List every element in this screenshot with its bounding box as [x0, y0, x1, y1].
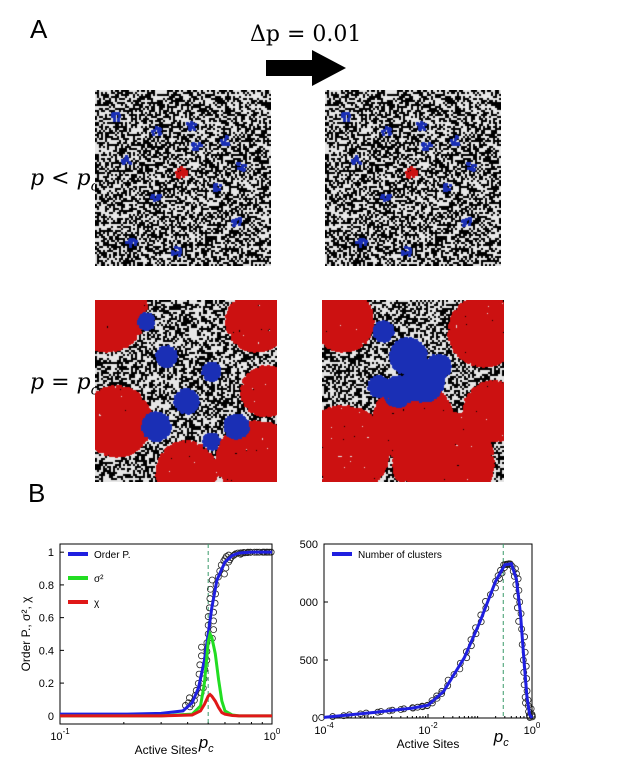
x-tick-label: 10-1 — [50, 727, 70, 743]
y-tick-label: 0 — [312, 713, 318, 725]
series-line-2 — [60, 692, 272, 718]
row-label-at-critical: p = pc — [30, 370, 98, 398]
x-tick-label: 10-2 — [418, 721, 438, 737]
y-tick-label: 1500 — [300, 539, 318, 551]
x-tick-exponent: -2 — [431, 721, 439, 730]
y-tick-label: 0 — [48, 711, 54, 723]
order-parameter-chart: 0 0.2 0.4 0.6 0.8 1 10-1 100 pc Order P. σ² χ Active… — [19, 543, 281, 757]
legend-entry: Order P. — [94, 550, 131, 561]
data-marker — [438, 690, 446, 698]
y-tick-label: 0.4 — [39, 645, 54, 657]
data-marker — [208, 576, 216, 584]
arrow-label: Δp = 0.01 — [250, 22, 362, 47]
panel-a-letter: A — [30, 14, 48, 44]
critical-marker-sub: c — [208, 743, 214, 755]
legend-entry: χ — [94, 598, 100, 609]
row-label-below-critical: p < pc — [30, 166, 98, 194]
lattice-below-critical-before — [95, 90, 271, 266]
x-tick-exponent: 0 — [536, 721, 541, 730]
y-tick-label: 0.8 — [39, 580, 54, 592]
y-tick-label: 1 — [48, 547, 54, 559]
plot-frame — [323, 543, 533, 719]
series-line-0 — [323, 562, 534, 719]
legend-entry: Number of clusters — [358, 550, 442, 561]
panel-b-letter: B — [28, 478, 46, 508]
data-marker — [210, 626, 217, 634]
critical-marker-sub: c — [503, 737, 509, 749]
lattice-at-critical-before — [95, 300, 277, 482]
data-marker — [186, 694, 193, 702]
lattice-at-critical-after — [322, 300, 504, 482]
data-marker — [198, 643, 205, 651]
x-axis-label: Active Sites — [397, 737, 460, 751]
data-marker — [450, 671, 458, 678]
y-tick-label: 0.2 — [39, 678, 54, 690]
y-tick-label: 0.6 — [39, 613, 54, 625]
lattice-below-critical-after — [325, 90, 501, 266]
series-line-0 — [60, 550, 272, 716]
x-tick-label: 100 — [264, 727, 281, 743]
legend: Number of clusters — [332, 550, 442, 561]
x-axis-label: Active Sites — [135, 743, 198, 757]
critical-marker-label: pc — [493, 727, 509, 749]
y-tick-label: 500 — [300, 655, 318, 667]
data-marker — [207, 585, 214, 593]
x-tick-label: 100 — [524, 721, 541, 737]
x-tick-exponent: -4 — [327, 721, 335, 730]
legend: Order P. σ² χ — [68, 550, 131, 609]
critical-marker-label: pc — [198, 733, 214, 755]
plot-frame — [59, 543, 273, 725]
x-tick-exponent: 0 — [276, 727, 281, 736]
x-tick-exponent: -1 — [63, 727, 71, 736]
right-arrow-icon — [266, 50, 346, 86]
y-axis-label: Order P., σ², χ — [19, 596, 33, 672]
legend-entry: σ² — [94, 574, 104, 585]
y-tick-label: 1000 — [300, 597, 318, 609]
